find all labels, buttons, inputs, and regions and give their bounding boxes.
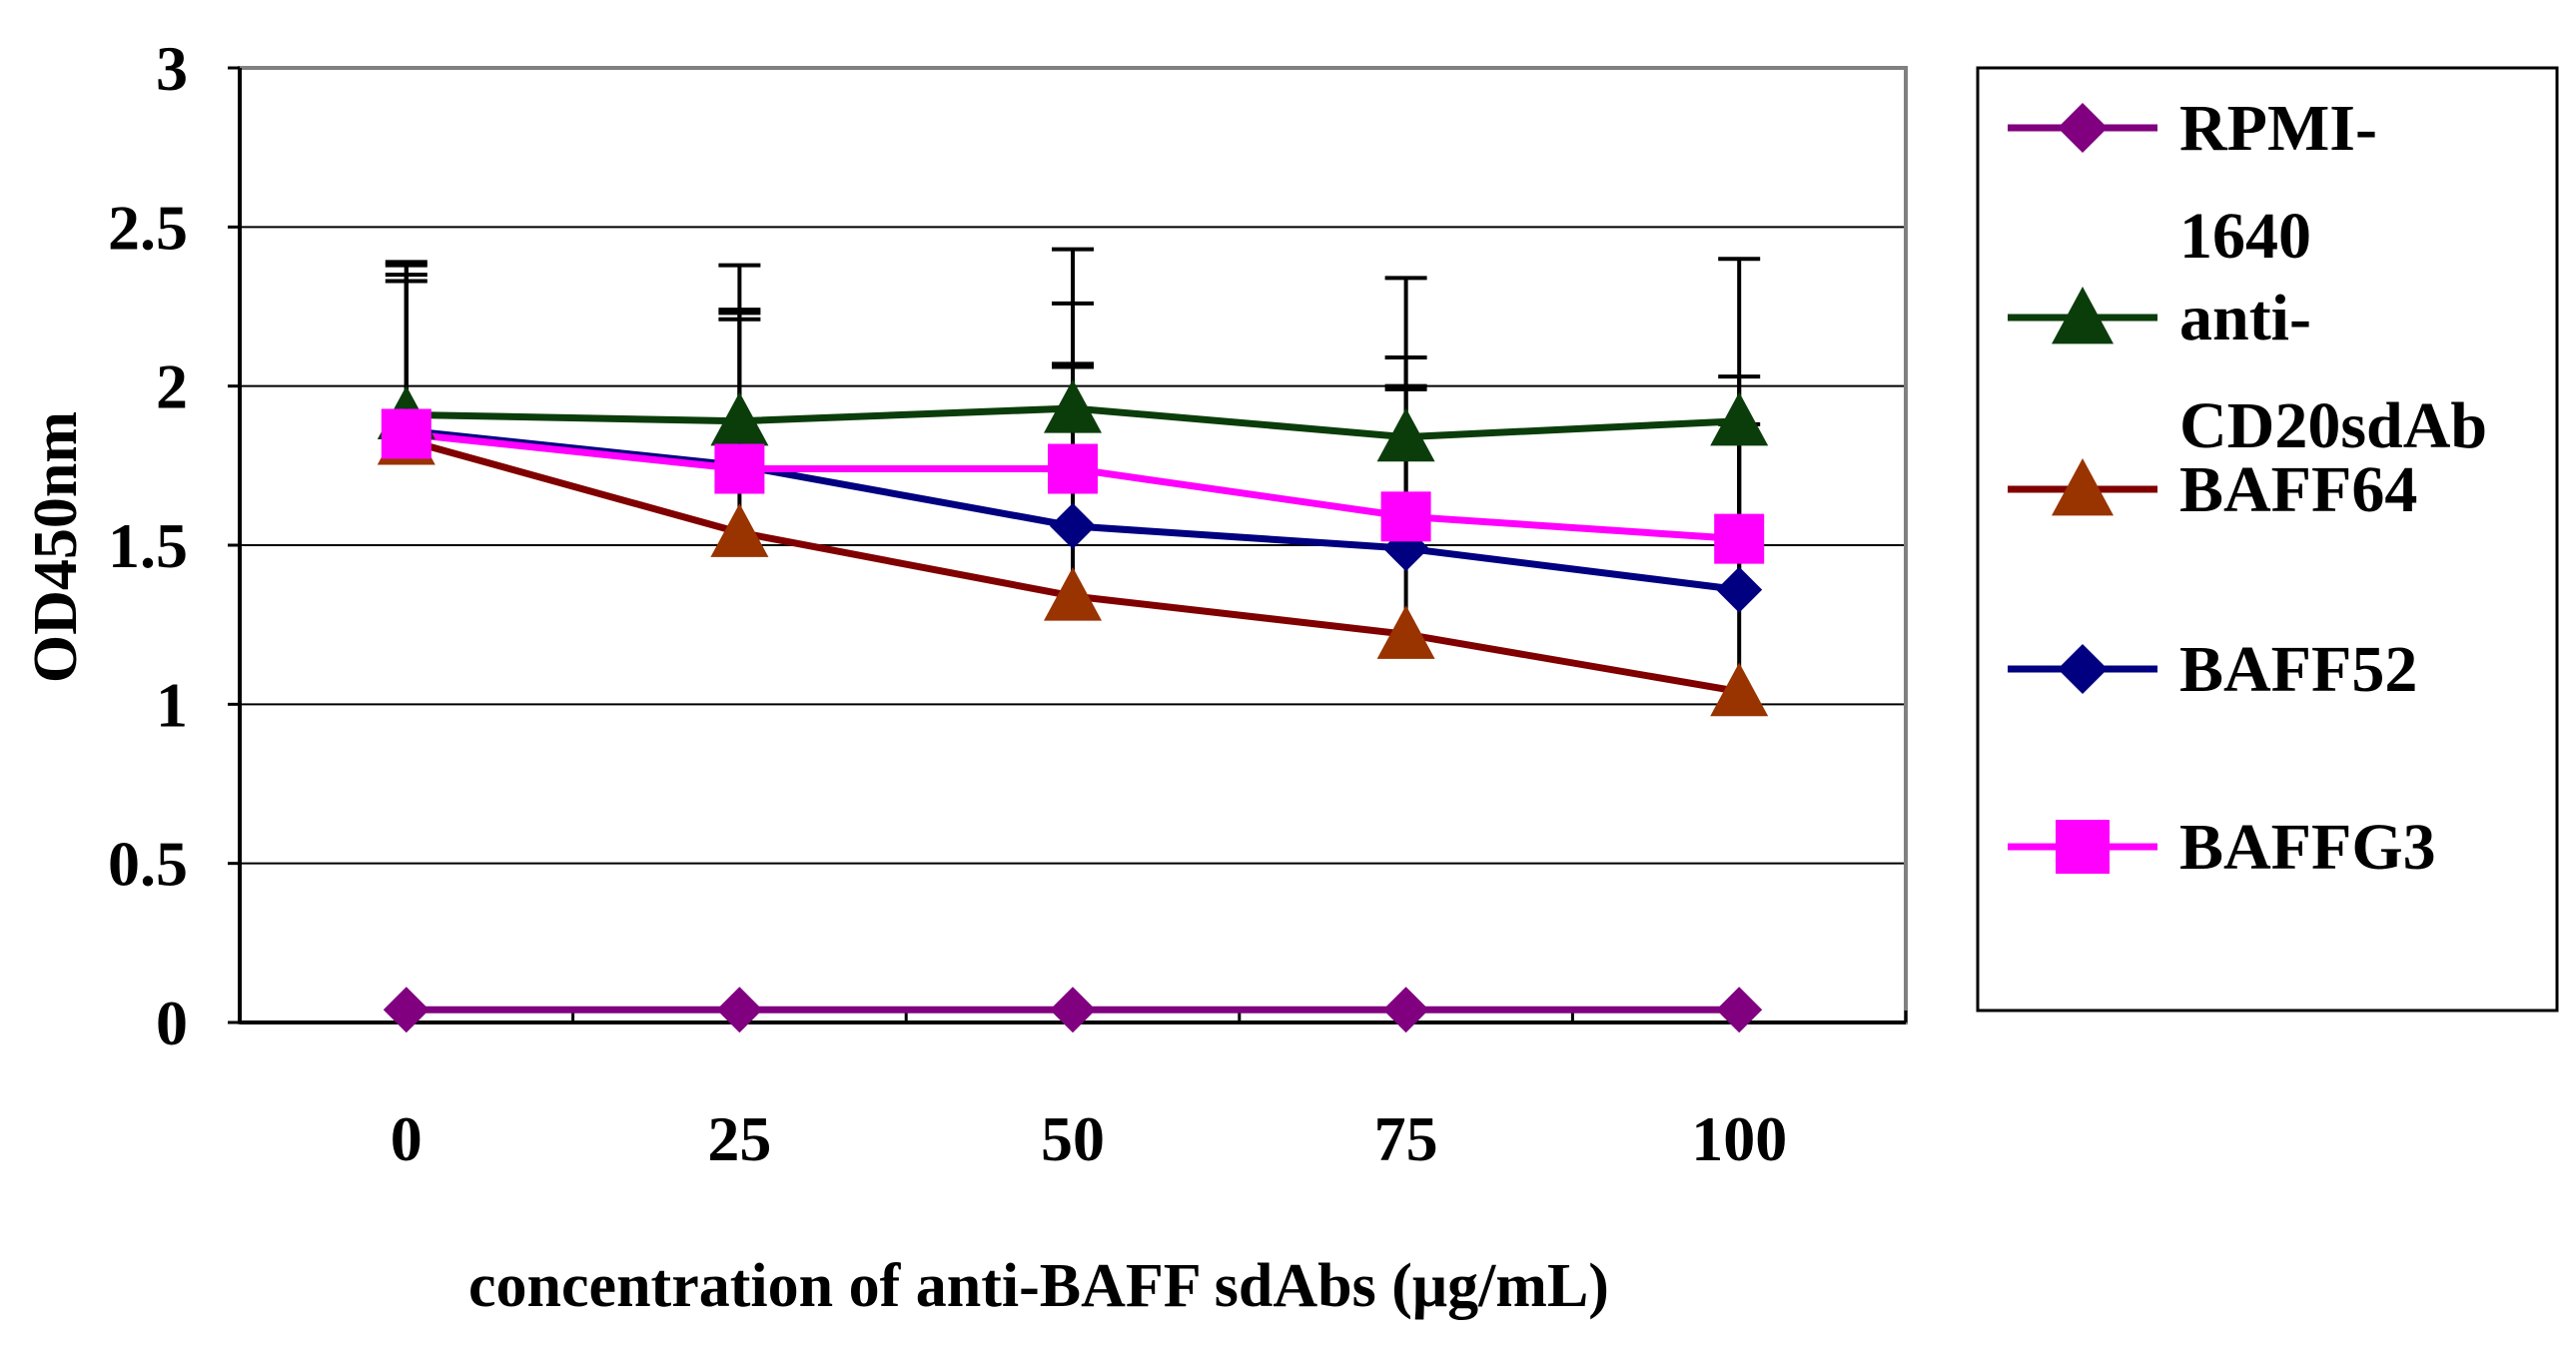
data-point xyxy=(710,503,769,557)
data-point xyxy=(381,408,431,459)
legend-swatch-marker xyxy=(2052,458,2114,516)
x-tick-label: 75 xyxy=(1374,1103,1438,1174)
data-point xyxy=(1050,502,1096,549)
tick-labels: 0 0.5 1 1.5 2 2.5 3 0 25 50 75 100 xyxy=(108,33,1787,1174)
legend-label: 1640 xyxy=(2179,200,2311,273)
legend-label: anti- xyxy=(2179,282,2311,354)
data-point xyxy=(716,987,763,1033)
data-point xyxy=(1710,662,1769,717)
series-markers xyxy=(377,378,1769,1033)
x-tick-label: 0 xyxy=(391,1103,423,1174)
data-point xyxy=(1380,491,1431,542)
data-point xyxy=(1050,987,1096,1033)
x-axis-label: concentration of anti-BAFF sdAbs (μg/mL) xyxy=(468,1252,1609,1320)
data-point xyxy=(1376,605,1435,659)
legend-label: BAFFG3 xyxy=(2179,811,2436,884)
data-point xyxy=(714,443,765,494)
data-point xyxy=(1382,987,1429,1033)
y-tick-label: 3 xyxy=(156,33,188,104)
y-tick-label: 1.5 xyxy=(108,510,188,581)
y-tick-label: 2 xyxy=(156,351,188,422)
y-tick-label: 0.5 xyxy=(108,829,188,900)
y-tick-label: 1 xyxy=(156,669,188,740)
data-point xyxy=(1716,566,1763,613)
data-point xyxy=(1044,566,1102,621)
y-axis-label: OD450nm xyxy=(22,411,90,683)
data-point xyxy=(1716,987,1763,1033)
data-point xyxy=(1044,378,1102,433)
data-point xyxy=(1376,407,1435,462)
legend-swatch-marker xyxy=(2052,287,2114,344)
data-point xyxy=(1710,391,1769,446)
data-point xyxy=(1048,443,1098,494)
x-tick-label: 100 xyxy=(1691,1103,1787,1174)
x-tick-label: 50 xyxy=(1041,1103,1105,1174)
x-tick-label: 25 xyxy=(707,1103,771,1174)
y-tick-label: 0 xyxy=(156,988,188,1058)
y-tick-label: 2.5 xyxy=(108,192,188,263)
legend-label: CD20sdAb xyxy=(2179,389,2487,462)
legend-label: RPMI- xyxy=(2179,92,2377,165)
legend-swatch-marker xyxy=(2058,103,2108,153)
legend-swatch-marker xyxy=(2056,820,2110,874)
legend-swatch-marker xyxy=(2058,644,2108,694)
data-point xyxy=(710,391,769,446)
data-point xyxy=(1714,513,1765,564)
legend-label: BAFF52 xyxy=(2179,633,2417,706)
legend-label: BAFF64 xyxy=(2179,453,2417,526)
data-point xyxy=(383,987,429,1033)
